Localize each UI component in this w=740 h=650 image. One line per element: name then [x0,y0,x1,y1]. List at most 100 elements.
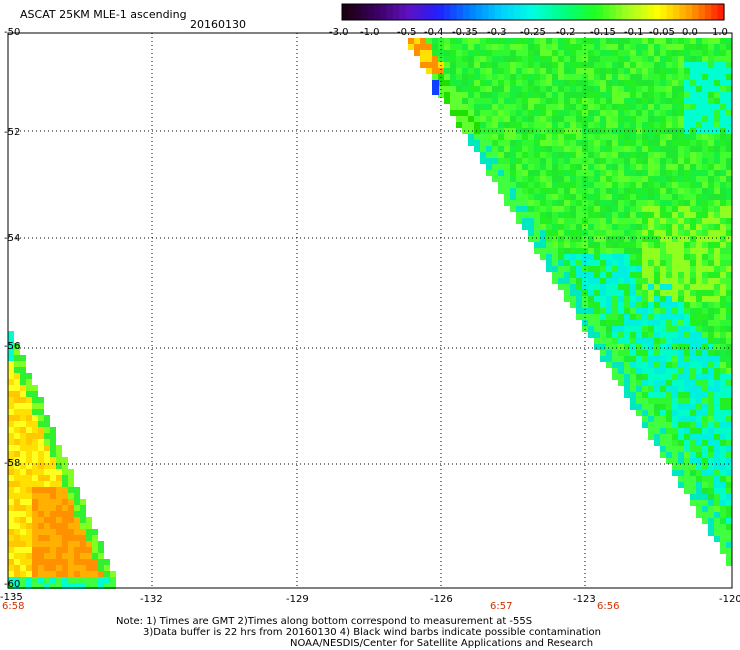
swath-cell [570,236,576,242]
swath-cell [552,158,558,164]
swath-cell [474,92,480,98]
swath-cell [510,206,516,212]
swath-cell [20,421,26,427]
swath-cell [642,182,648,188]
swath-cell [38,421,44,427]
swath-cell [618,302,624,308]
swath-cell [32,433,38,439]
swath-cell [672,92,678,98]
swath-cell [32,391,38,397]
swath-cell [708,50,714,56]
swath-cell [648,110,654,116]
swath-cell [726,284,732,290]
swath-cell [486,92,492,98]
swath-cell [720,44,726,50]
swath-cell [714,476,720,482]
swath-cell [44,511,50,517]
swath-cell [606,188,612,194]
swath-cell [606,74,612,80]
swath-cell [588,38,594,44]
colorbar-segment [513,4,521,20]
swath-cell [612,350,618,356]
swath-cell [714,122,720,128]
swath-cell [678,416,684,422]
swath-cell [666,422,672,428]
swath-cell [546,260,552,266]
swath-cell [522,44,528,50]
swath-cell [636,410,642,416]
swath-cell [708,266,714,272]
swath-cell [8,523,14,529]
swath-cell [708,320,714,326]
swath-cell [678,164,684,170]
swath-cell [612,104,618,110]
swath-cell [690,404,696,410]
colorbar-segment [361,4,369,20]
swath-cell [594,104,600,110]
swath-cell [648,200,654,206]
swath-cell [714,506,720,512]
swath-cell [20,367,26,373]
swath-cell [522,164,528,170]
colorbar-segment [475,4,483,20]
swath-cell [678,302,684,308]
swath-cell [26,553,32,559]
swath-cell [50,565,56,571]
swath-cell [666,260,672,266]
swath-cell [636,56,642,62]
swath-cell [642,68,648,74]
swath-cell [444,74,450,80]
swath-cell [600,314,606,320]
swath-cell [630,278,636,284]
swath-cell [690,392,696,398]
swath-cell [606,284,612,290]
swath-cell [606,170,612,176]
swath-cell [534,104,540,110]
swath-cell [624,260,630,266]
swath-cell [678,56,684,62]
swath-cell [648,68,654,74]
swath-cell [546,146,552,152]
swath-cell [630,44,636,50]
swath-cell [516,212,522,218]
swath-cell [648,278,654,284]
swath-cell [630,230,636,236]
swath-cell [62,475,68,481]
swath-cell [666,326,672,332]
swath-cell [8,379,14,385]
swath-cell [660,440,666,446]
swath-cell [720,500,726,506]
swath-cell [486,50,492,56]
swath-cell [702,494,708,500]
swath-cell [540,104,546,110]
swath-cell [666,50,672,56]
swath-cell [666,146,672,152]
swath-cell [696,428,702,434]
swath-cell [516,140,522,146]
swath-cell [14,463,20,469]
swath-cell [654,422,660,428]
swath-cell [498,182,504,188]
swath-cell [474,50,480,56]
swath-cell [546,248,552,254]
swath-cell [660,68,666,74]
swath-cell [678,308,684,314]
swath-cell [702,422,708,428]
swath-cell [462,104,468,110]
swath-cell [438,80,444,86]
swath-cell [594,236,600,242]
swath-cell [660,380,666,386]
swath-cell [624,122,630,128]
swath-cell [510,86,516,92]
colorbar-segment [704,4,712,20]
colorbar-segment [424,4,432,20]
swath-cell [414,50,420,56]
swath-cell [576,206,582,212]
swath-cell [38,547,44,553]
swath-cell [642,272,648,278]
swath-cell [684,98,690,104]
swath-cell [690,302,696,308]
swath-cell [624,308,630,314]
swath-cell [648,284,654,290]
swath-cell [80,565,86,571]
